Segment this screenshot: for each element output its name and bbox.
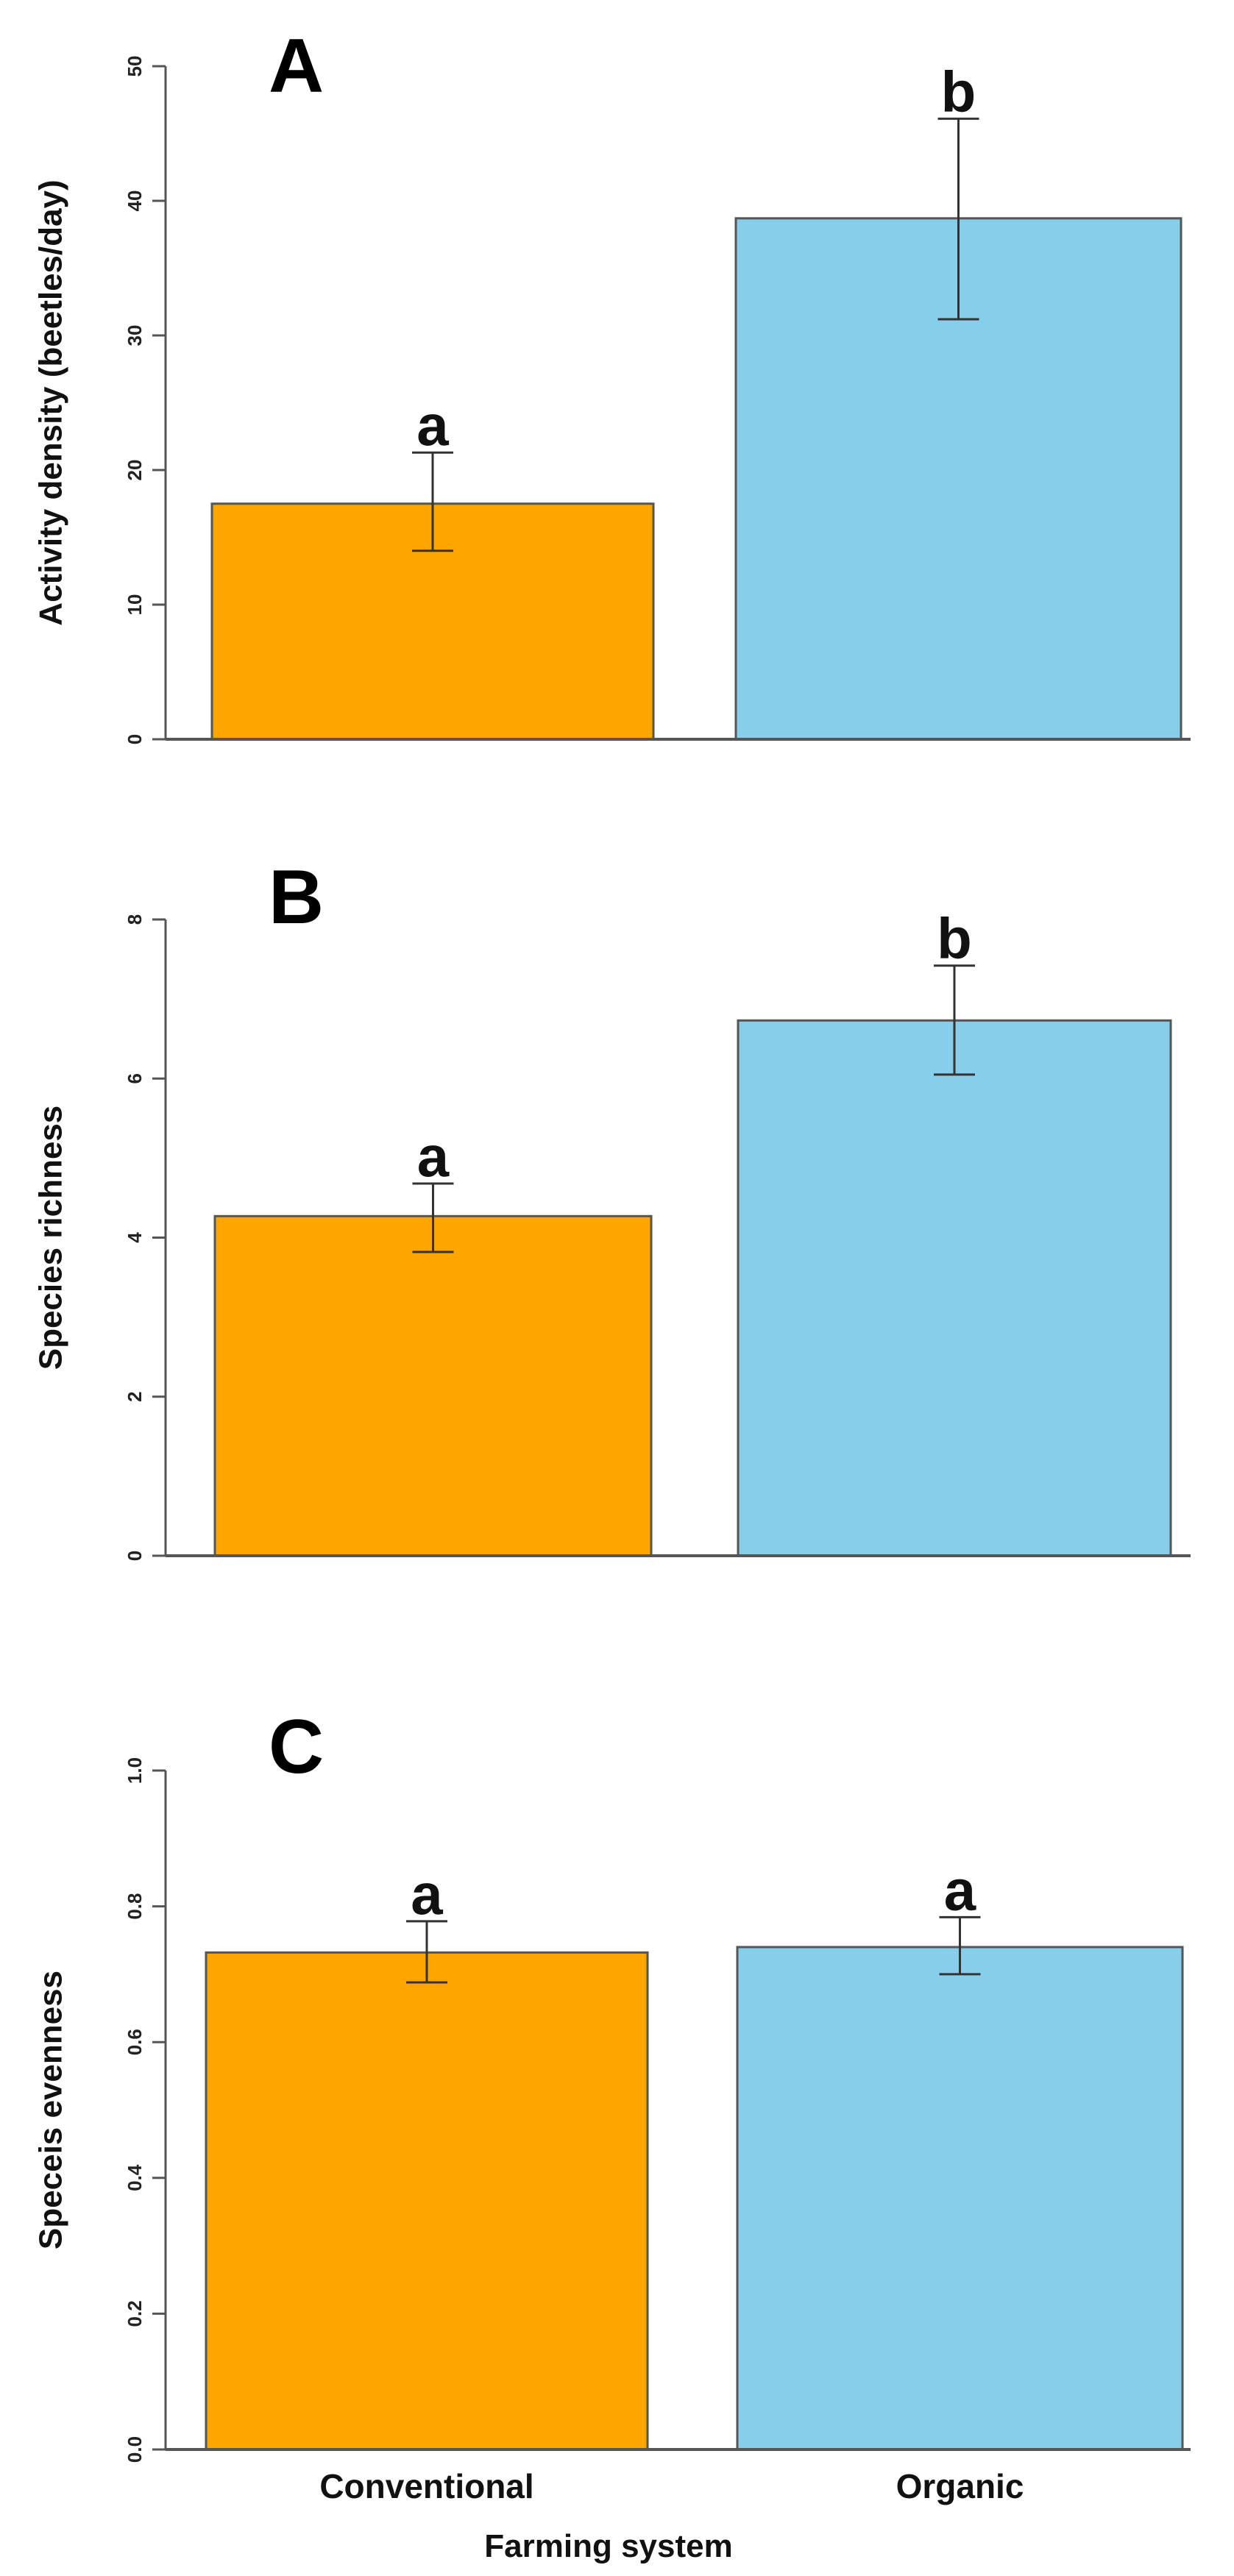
- significance-letter-conventional: a: [411, 1862, 443, 1926]
- y-tick-label: 0.6: [124, 2029, 146, 2055]
- y-tick-label: 0: [124, 734, 146, 744]
- y-tick-label: 0.0: [124, 2436, 146, 2463]
- error-bar-organic: [934, 964, 975, 1076]
- bar-conventional: [213, 1214, 653, 1557]
- y-tick-label: 40: [124, 191, 146, 212]
- panel-c: 0.0 0.2 0.4 0.6 0.8 1.0 Speceis evenness Ca a: [33, 1704, 1191, 2463]
- significance-letter-organic: b: [937, 906, 972, 971]
- y-tick-label: 1.0: [124, 1757, 146, 1784]
- y-tick-label: 4: [124, 1232, 146, 1243]
- bar-organic: [737, 1019, 1172, 1557]
- y-tick-label: 30: [124, 325, 146, 346]
- y-tick-label: 20: [124, 460, 146, 481]
- y-axis-title: Species richness: [33, 1106, 69, 1370]
- panel-letter: A: [269, 24, 324, 109]
- panel-b: 0 2 4 6 8 Species richness Ba b: [33, 855, 1191, 1561]
- error-bar-conventional: [412, 451, 453, 552]
- y-tick-label: 8: [124, 914, 146, 925]
- y-tick-label: 2: [124, 1392, 146, 1402]
- x-category-label-organic: Organic: [896, 2467, 1024, 2505]
- significance-letter-organic: b: [941, 59, 976, 124]
- panel-letter: B: [269, 855, 324, 940]
- y-tick-label: 10: [124, 594, 146, 616]
- y-tick-label: 0: [124, 1551, 146, 1561]
- y-axis-title: Speceis evenness: [33, 1971, 69, 2249]
- y-tick-label: 6: [124, 1073, 146, 1084]
- y-tick-label: 0.8: [124, 1893, 146, 1920]
- panel-letter: C: [269, 1704, 324, 1790]
- significance-letter-conventional: a: [416, 393, 449, 458]
- bar-organic: [736, 1946, 1184, 2451]
- bar-conventional: [205, 1951, 649, 2451]
- x-category-label-conventional: Conventional: [319, 2467, 533, 2505]
- error-bar-organic: [937, 117, 979, 321]
- error-bar-conventional: [406, 1920, 447, 1984]
- shared-x-axis: Conventional Organic Farming system: [319, 2467, 1024, 2564]
- error-bar-organic: [939, 1915, 981, 1976]
- error-bar-conventional: [412, 1182, 454, 1253]
- y-axis-title: Activity density (beetles/day): [33, 179, 69, 625]
- x-axis-title: Farming system: [484, 2528, 732, 2564]
- y-tick-label: 0.4: [124, 2164, 146, 2191]
- significance-letter-conventional: a: [417, 1124, 450, 1189]
- y-tick-label: 0.2: [124, 2300, 146, 2327]
- panel-a: 0 10 20 30 40 50 Activity density (beetles/day…: [33, 24, 1191, 744]
- y-tick-label: 50: [124, 56, 146, 77]
- significance-letter-organic: a: [944, 1857, 976, 1922]
